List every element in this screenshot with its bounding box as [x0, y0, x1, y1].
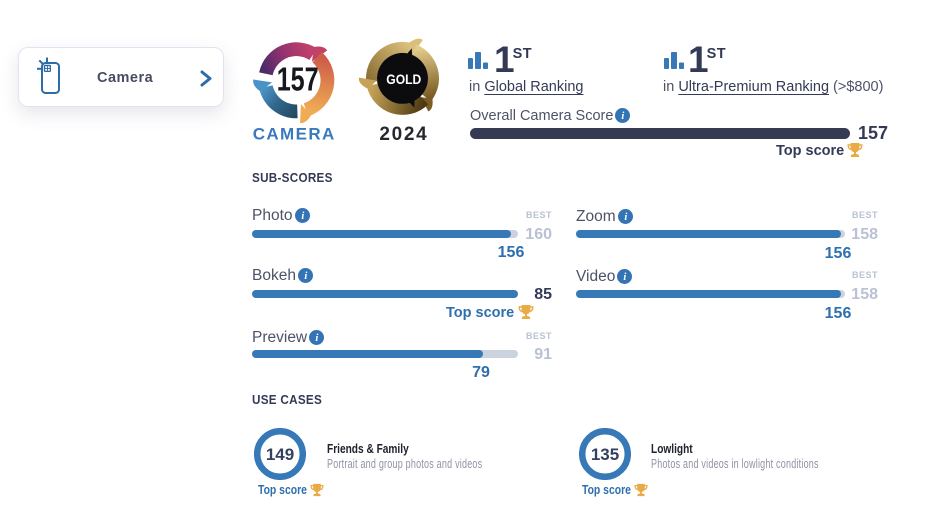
svg-text:GOLD: GOLD — [386, 71, 421, 87]
svg-text:i: i — [301, 211, 304, 222]
svg-text:157: 157 — [277, 62, 319, 99]
svg-text:2024: 2024 — [379, 124, 428, 145]
svg-text:135: 135 — [591, 445, 619, 464]
svg-text:149: 149 — [266, 445, 294, 464]
svg-text:i: i — [624, 212, 627, 223]
svg-text:i: i — [315, 333, 318, 344]
svg-text:CAMERA: CAMERA — [253, 124, 336, 143]
svg-text:i: i — [304, 271, 307, 282]
svg-text:i: i — [624, 272, 627, 283]
svg-text:i: i — [622, 111, 625, 122]
